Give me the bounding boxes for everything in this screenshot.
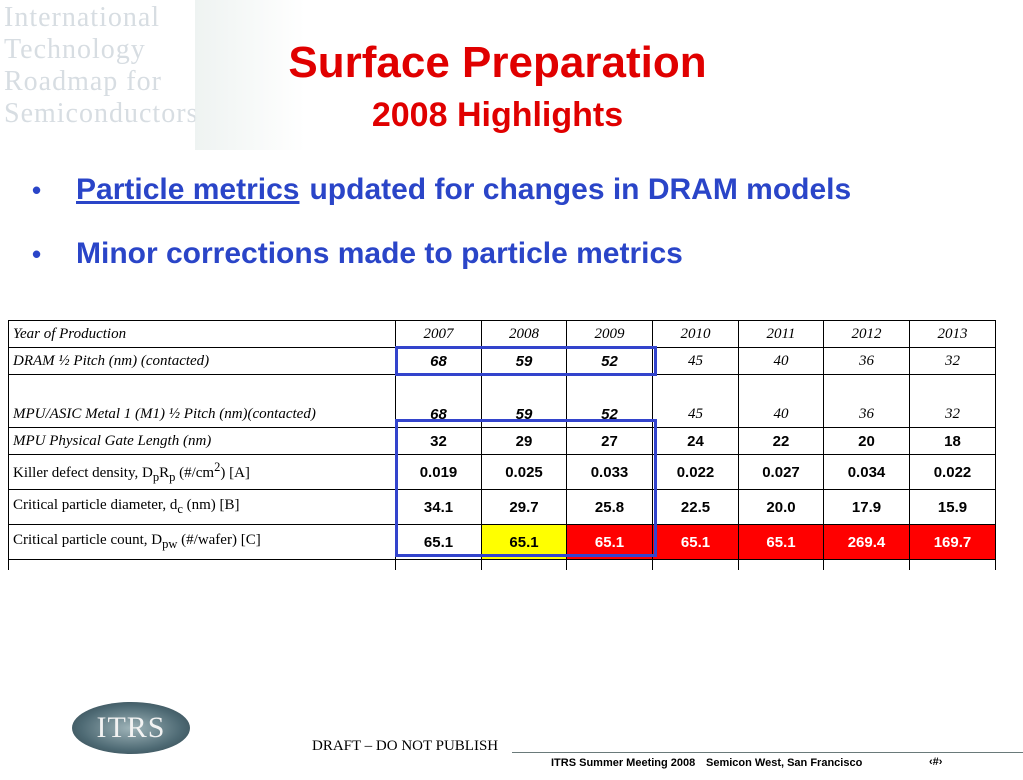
row-label: MPU Physical Gate Length (nm) — [8, 427, 396, 455]
footer-location: Semicon West, San Francisco — [706, 757, 863, 769]
table-row-gate-length: MPU Physical Gate Length (nm) 32 29 27 2… — [8, 427, 996, 455]
footer-divider — [512, 752, 1023, 753]
table-cell-yellow: 65.1 — [481, 524, 567, 560]
table-cell: 36 — [823, 347, 910, 375]
year-cell: 2008 — [481, 320, 567, 348]
table-cell: 40 — [738, 347, 824, 375]
bullet-item: • Particle metrics updated for changes i… — [30, 168, 851, 212]
table-row-year: Year of Production 2007 2008 2009 2010 2… — [8, 320, 996, 348]
table-cell: 18 — [909, 427, 996, 455]
table-cell: 29.7 — [481, 489, 567, 525]
table-cell: 0.025 — [481, 454, 567, 490]
table-cell: 15.9 — [909, 489, 996, 525]
row-label: Year of Production — [8, 320, 396, 348]
table-cell: 22.5 — [652, 489, 739, 525]
table-cell: 0.022 — [909, 454, 996, 490]
year-cell: 2013 — [909, 320, 996, 348]
table-cell: 65.1 — [395, 524, 482, 560]
row-label: Critical particle diameter, dc (nm) [B] — [8, 489, 396, 525]
table-cell: 68 — [395, 374, 482, 428]
table-cell: 68 — [395, 347, 482, 375]
table-cell-red: 65.1 — [652, 524, 739, 560]
table-cell: 20 — [823, 427, 910, 455]
itrs-logo: ITRS — [72, 702, 190, 754]
table-cell: 32 — [395, 427, 482, 455]
table-cell: 40 — [738, 374, 824, 428]
table-cell: 0.019 — [395, 454, 482, 490]
row-label: Killer defect density, DpRp (#/cm2) [A] — [8, 454, 396, 490]
watermark-word: Roadmap for — [4, 66, 162, 97]
draft-notice: DRAFT – DO NOT PUBLISH — [312, 738, 499, 754]
watermark-word: Semiconductors — [4, 98, 199, 129]
table-row-mpu-m1: MPU/ASIC Metal 1 (M1) ½ Pitch (nm)(conta… — [8, 374, 996, 428]
bullet-dot-icon: • — [32, 174, 42, 205]
bullet-item: • Minor corrections made to particle met… — [30, 232, 851, 276]
slide-title: Surface Preparation — [288, 38, 707, 87]
bullet-text: updated for changes in DRAM models — [309, 173, 852, 206]
table-cell: 34.1 — [395, 489, 482, 525]
table-cell: 20.0 — [738, 489, 824, 525]
year-cell: 2009 — [566, 320, 653, 348]
footer-meeting: ITRS Summer Meeting 2008 — [551, 757, 696, 769]
itrs-logo-text: ITRS — [96, 711, 166, 744]
table-row-empty — [8, 559, 996, 570]
watermark-word: Technology — [4, 34, 146, 65]
particle-metrics-link[interactable]: Particle metrics — [76, 173, 300, 206]
table-cell: 59 — [481, 374, 567, 428]
table-cell: 24 — [652, 427, 739, 455]
table-cell: 32 — [909, 374, 996, 428]
table-cell: 45 — [652, 347, 739, 375]
row-label: MPU/ASIC Metal 1 (M1) ½ Pitch (nm)(conta… — [8, 374, 396, 428]
table-cell: 17.9 — [823, 489, 910, 525]
table-cell: 52 — [566, 374, 653, 428]
footer-page-number: ‹#› — [929, 756, 943, 768]
row-label: Critical particle count, Dpw (#/wafer) [… — [8, 524, 396, 560]
table-row-killer-density: Killer defect density, DpRp (#/cm2) [A] … — [8, 454, 996, 490]
bullet-list: • Particle metrics updated for changes i… — [30, 168, 851, 296]
year-cell: 2011 — [738, 320, 824, 348]
bullet-dot-icon: • — [32, 238, 42, 269]
watermark-word: International — [4, 2, 161, 33]
year-cell: 2010 — [652, 320, 739, 348]
table-cell: 52 — [566, 347, 653, 375]
table-cell: 0.034 — [823, 454, 910, 490]
table-cell: 22 — [738, 427, 824, 455]
roadmap-table: Year of Production 2007 2008 2009 2010 2… — [8, 320, 996, 570]
table-row-dram: DRAM ½ Pitch (nm) (contacted) 68 59 52 4… — [8, 347, 996, 375]
table-cell: 29 — [481, 427, 567, 455]
row-label: DRAM ½ Pitch (nm) (contacted) — [8, 347, 396, 375]
table-cell: 0.027 — [738, 454, 824, 490]
year-cell: 2007 — [395, 320, 482, 348]
table-cell-red: 269.4 — [823, 524, 910, 560]
year-cell: 2012 — [823, 320, 910, 348]
table-cell: 59 — [481, 347, 567, 375]
table-cell: 36 — [823, 374, 910, 428]
table-cell: 0.022 — [652, 454, 739, 490]
table-cell: 45 — [652, 374, 739, 428]
bullet-text: Minor corrections made to particle metri… — [76, 237, 683, 270]
table-cell-red: 65.1 — [738, 524, 824, 560]
background-itrs-watermark: International Technology Roadmap for Sem… — [0, 0, 200, 160]
slide-subtitle: 2008 Highlights — [371, 96, 624, 134]
background-decoration — [195, 0, 305, 150]
table-row-particle-count: Critical particle count, Dpw (#/wafer) [… — [8, 524, 996, 560]
table-cell: 27 — [566, 427, 653, 455]
table-cell: 0.033 — [566, 454, 653, 490]
table-cell-red: 65.1 — [566, 524, 653, 560]
table-row-particle-diameter: Critical particle diameter, dc (nm) [B] … — [8, 489, 996, 525]
table-cell-red: 169.7 — [909, 524, 996, 560]
table-cell: 32 — [909, 347, 996, 375]
table-cell: 25.8 — [566, 489, 653, 525]
